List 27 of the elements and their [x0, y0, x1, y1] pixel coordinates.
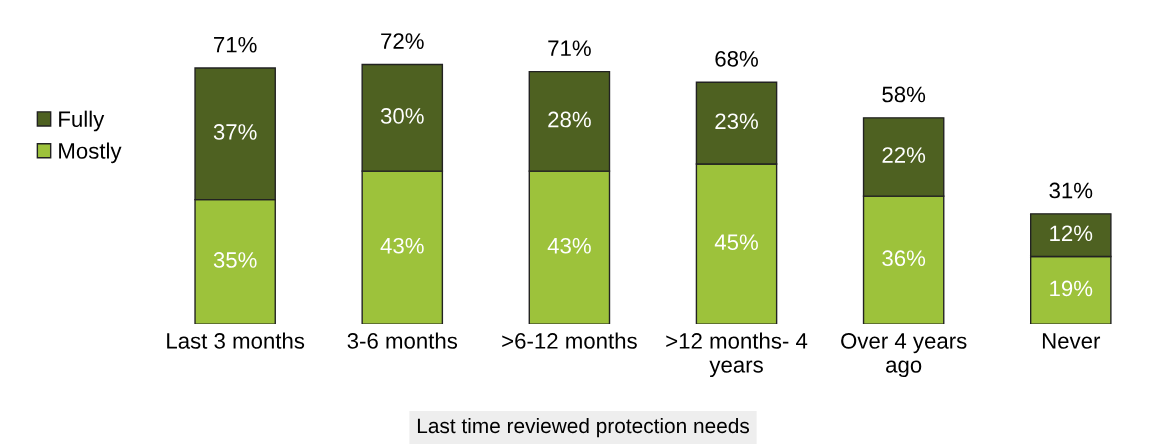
data-label: 36% [882, 250, 926, 267]
total-label: 71% [214, 36, 257, 53]
data-label: 45% [714, 234, 758, 251]
data-label: 43% [547, 237, 591, 254]
x-tick-label: Never [1042, 333, 1101, 349]
total-label: 31% [1049, 182, 1093, 199]
total-label: 71% [548, 40, 591, 56]
total-label: 72% [381, 33, 424, 49]
data-label: 37% [213, 124, 257, 140]
x-tick-label: Over 4 years ago [841, 333, 967, 378]
data-label: 22% [882, 147, 926, 163]
data-label: 43% [380, 237, 424, 254]
x-tick-label: Last 3 months [167, 332, 305, 349]
x-axis-title: Last time reviewed protection needs [417, 417, 750, 438]
legend-label: Fully [59, 110, 105, 132]
data-label: 28% [548, 111, 591, 128]
x-tick-label: >12 months- 4 years [666, 332, 808, 378]
data-label: 23% [715, 113, 758, 130]
total-label: 58% [882, 86, 926, 103]
total-label: 68% [715, 51, 758, 67]
x-tick-label: 3-6 months [347, 332, 458, 349]
data-label: 12% [1050, 225, 1093, 242]
x-tick-label: >6-12 months [502, 332, 637, 349]
data-label: 35% [213, 252, 257, 268]
legend-label: Mostly [59, 142, 122, 164]
data-label: 19% [1050, 280, 1093, 297]
data-label: 30% [380, 108, 424, 124]
